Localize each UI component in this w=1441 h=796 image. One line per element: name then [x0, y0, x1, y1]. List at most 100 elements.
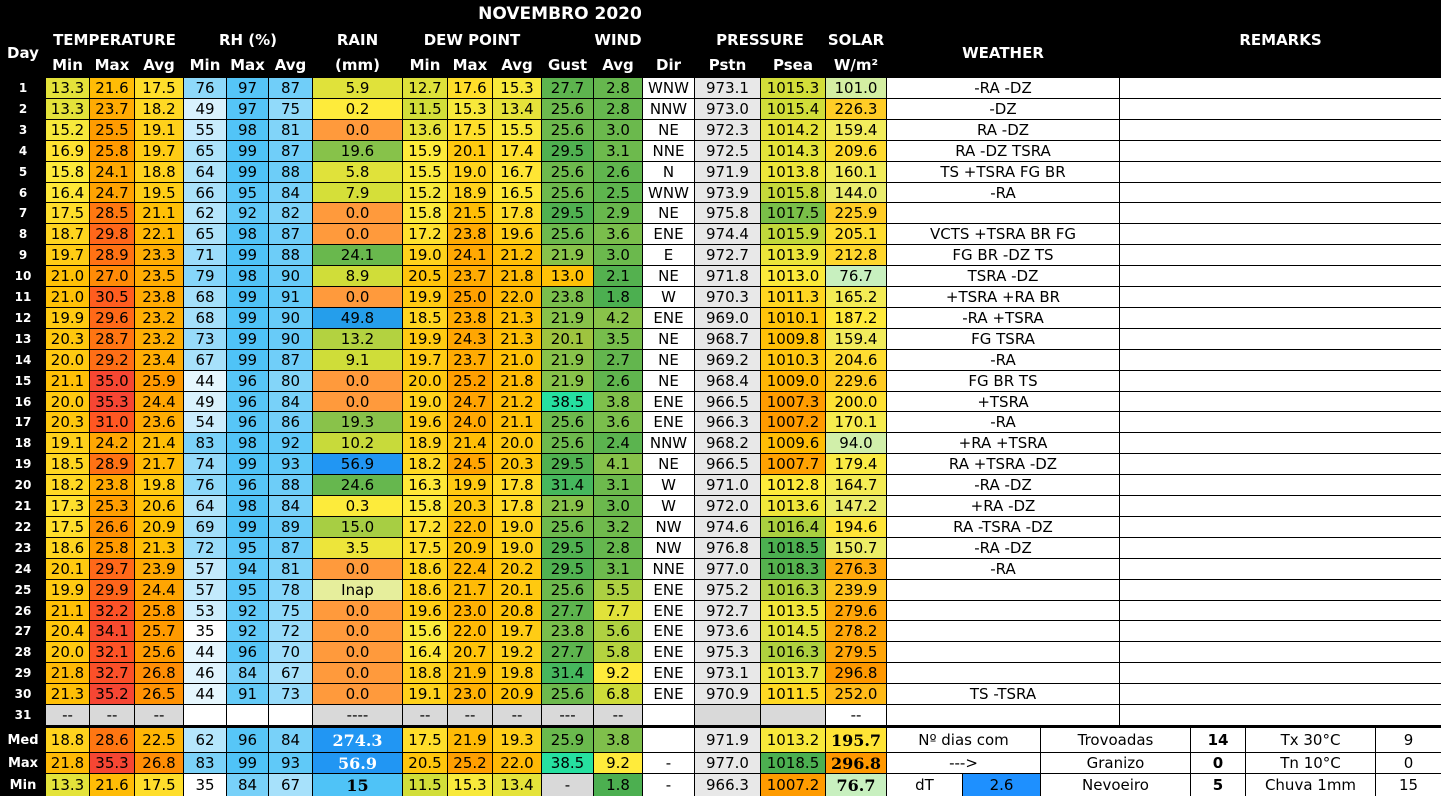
remarks-cell: [1120, 517, 1441, 537]
rh-min: 76: [184, 475, 226, 495]
wind-gust: 29.5: [542, 141, 593, 161]
temperature-avg: 18.2: [135, 99, 183, 119]
temperature-max: 31.0: [90, 412, 134, 432]
dew-point-max: 19.0: [448, 162, 492, 182]
summary-med-cell: 195.7: [826, 728, 886, 752]
rh-avg: 90: [269, 329, 312, 349]
pressure-pstn: 972.5: [695, 141, 760, 161]
subheader-dir: Dir: [643, 53, 694, 77]
temperature-min: 19.9: [46, 308, 89, 328]
pressure-psea: 1007.3: [761, 392, 825, 411]
temperature-min: 17.3: [46, 496, 89, 516]
day-number: 23: [1, 538, 45, 558]
header-day: Day: [1, 28, 45, 77]
rain-value: 0.0: [313, 371, 402, 391]
rh-min: 73: [184, 329, 226, 349]
temperature-min: 20.3: [46, 329, 89, 349]
dew-point-avg: 19.7: [493, 621, 541, 641]
pressure-psea: 1012.8: [761, 475, 825, 495]
remarks-cell: [1120, 371, 1441, 391]
dew-point-avg: 19.6: [493, 224, 541, 244]
temperature-max: 30.5: [90, 287, 134, 307]
dew-point-avg: 22.0: [493, 287, 541, 307]
dew-point-avg: --: [493, 705, 541, 725]
summary-med-cell: 21.9: [448, 728, 492, 752]
rh-max: 96: [227, 642, 268, 662]
dt-value: 2.6: [963, 774, 1040, 796]
rh-min: 49: [184, 392, 226, 411]
wind-dir: NW: [643, 517, 694, 537]
rain-value: 8.9: [313, 266, 402, 286]
pressure-pstn: 973.0: [695, 99, 760, 119]
header-dew-point: DEW POINT: [403, 28, 541, 52]
temperature-min: 20.0: [46, 350, 89, 370]
dew-point-min: 18.5: [403, 308, 447, 328]
wind-gust: 25.6: [542, 517, 593, 537]
remarks-cell: [1120, 203, 1441, 223]
dew-point-max: 22.4: [448, 559, 492, 579]
day-number: 6: [1, 183, 45, 202]
weather-text: -RA: [887, 412, 1119, 432]
solar-value: 187.2: [826, 308, 886, 328]
dew-point-max: 20.3: [448, 496, 492, 516]
dew-point-min: 17.5: [403, 538, 447, 558]
rh-min: 83: [184, 433, 226, 453]
wind-avg: 3.6: [594, 412, 642, 432]
dew-point-max: 22.0: [448, 621, 492, 641]
rh-avg: 89: [269, 517, 312, 537]
temperature-avg: 26.8: [135, 663, 183, 683]
summary-min-cell: -: [643, 774, 694, 796]
rh-max: 84: [227, 663, 268, 683]
rh-min: 44: [184, 371, 226, 391]
rh-min: 57: [184, 559, 226, 579]
header-solar: SOLAR: [826, 28, 886, 52]
pressure-pstn: 969.0: [695, 308, 760, 328]
header-wind: WIND: [542, 28, 694, 52]
rh-min: 62: [184, 203, 226, 223]
wind-dir: NE: [643, 371, 694, 391]
day-number: 12: [1, 308, 45, 328]
temperature-avg: 25.8: [135, 601, 183, 620]
dew-point-avg: 17.8: [493, 475, 541, 495]
dew-point-min: 20.5: [403, 266, 447, 286]
pressure-psea: 1013.6: [761, 496, 825, 516]
rh-avg: 70: [269, 642, 312, 662]
rain-value: 0.0: [313, 224, 402, 244]
stat-nevoeiro-label: Nevoeiro: [1041, 774, 1190, 796]
solar-value: 226.3: [826, 99, 886, 119]
weather-text: [887, 705, 1119, 725]
pressure-pstn: 966.3: [695, 412, 760, 432]
header-temperature: TEMPERATURE: [46, 28, 183, 52]
dew-point-min: 18.2: [403, 454, 447, 474]
dew-point-min: 11.5: [403, 99, 447, 119]
rh-max: 95: [227, 183, 268, 202]
temperature-avg: 21.7: [135, 454, 183, 474]
solar-value: 150.7: [826, 538, 886, 558]
temperature-max: 35.3: [90, 392, 134, 411]
subheader-max: Max: [448, 53, 492, 77]
summary-min-cell: 13.3: [46, 774, 89, 796]
solar-value: 276.3: [826, 559, 886, 579]
weather-text: -RA -DZ: [887, 78, 1119, 98]
dew-point-max: 24.5: [448, 454, 492, 474]
stat-tn-label: Tn 10°C: [1246, 753, 1375, 773]
wind-dir: NNE: [643, 141, 694, 161]
rain-value: 10.2: [313, 433, 402, 453]
wind-gust: 27.7: [542, 601, 593, 620]
wind-avg: 3.1: [594, 141, 642, 161]
solar-value: 200.0: [826, 392, 886, 411]
pressure-psea: 1014.5: [761, 621, 825, 641]
pressure-pstn: 972.0: [695, 496, 760, 516]
weather-text: TS -TSRA: [887, 684, 1119, 704]
wind-avg: 2.9: [594, 203, 642, 223]
rh-min: 68: [184, 308, 226, 328]
pressure-psea: 1018.3: [761, 559, 825, 579]
header-weather: WEATHER: [887, 28, 1119, 77]
temperature-min: 20.4: [46, 621, 89, 641]
stat-chuva-label: Chuva 1mm: [1246, 774, 1375, 796]
wind-dir: W: [643, 287, 694, 307]
summary-min-cell: 67: [269, 774, 312, 796]
temperature-max: 28.7: [90, 329, 134, 349]
day-number: 1: [1, 78, 45, 98]
wind-avg: --: [594, 705, 642, 725]
